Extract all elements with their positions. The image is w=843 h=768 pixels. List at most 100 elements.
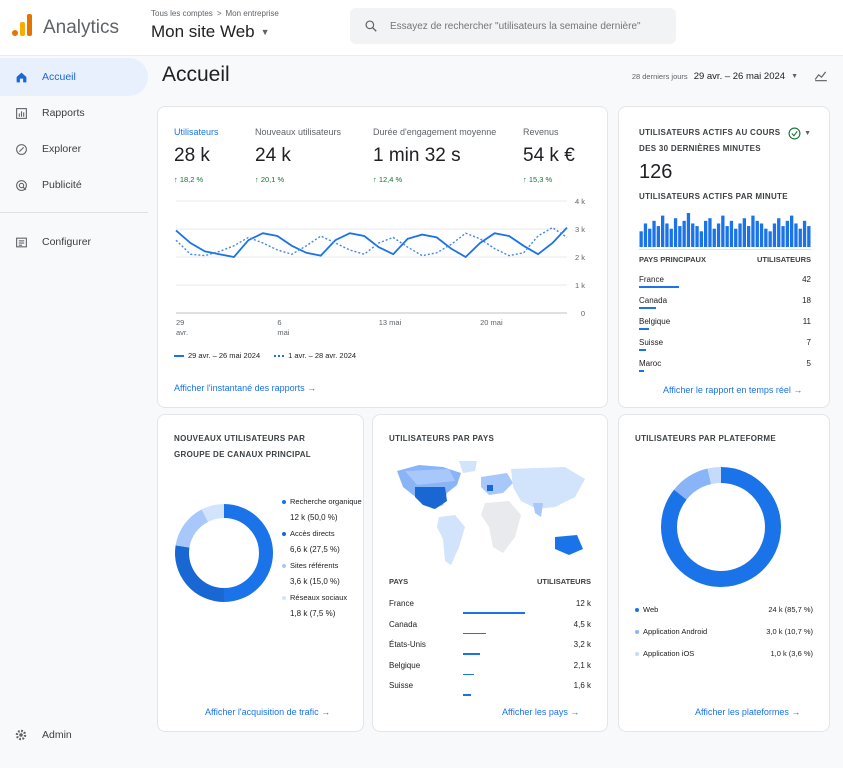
sidebar-item-rapports[interactable]: Rapports (0, 94, 148, 132)
legend-label: Application iOS (643, 649, 695, 658)
legend-value: 3,0 k (10,7 %) (766, 627, 813, 636)
country-value: 4,5 k (573, 619, 591, 629)
metric-value: 24 k (255, 145, 291, 166)
donut-slice[interactable] (223, 504, 273, 602)
metric-engagement[interactable]: Durée d'engagement moyenne 1 min 32 s ↑ … (373, 127, 496, 184)
minute-bar (669, 228, 673, 247)
sidebar-item-label: Accueil (42, 71, 76, 83)
metric-users[interactable]: Utilisateurs 28 k ↑ 18,2 % (174, 127, 219, 184)
channel-legend-item[interactable]: Accès directs (282, 529, 335, 538)
search-input[interactable] (390, 20, 660, 32)
series-line-previous (175, 226, 568, 257)
country-row[interactable]: France 12 k (389, 599, 591, 608)
donut-slice[interactable] (175, 545, 225, 602)
breadcrumb-account[interactable]: Mon entreprise (225, 9, 279, 18)
metric-label: Durée d'engagement moyenne (373, 127, 497, 137)
metric-revenue[interactable]: Revenus 54 k € ↑ 15,3 % (523, 127, 575, 184)
sidebar-item-label: Configurer (42, 236, 92, 248)
country-value: 2,1 k (573, 660, 591, 670)
minute-bar (781, 226, 785, 247)
minute-bar (678, 226, 682, 247)
sidebar-item-explorer[interactable]: Explorer (0, 130, 148, 168)
x-tick-label: 13 mai (379, 318, 402, 327)
donut-slice[interactable] (201, 504, 225, 522)
reports-snapshot-link[interactable]: Afficher l'instantané des rapports → (174, 383, 317, 393)
metric-label: Nouveaux utilisateurs (255, 127, 342, 137)
realtime-table-header: PAYS PRINCIPAUX UTILISATEURS (639, 255, 811, 264)
donut-slice[interactable] (661, 467, 781, 587)
minute-bar (759, 223, 764, 247)
sidebar-item-admin[interactable]: Admin (0, 716, 148, 754)
channel-legend-item[interactable]: Recherche organique (282, 497, 362, 506)
minute-bar (755, 220, 759, 247)
realtime-row-suisse[interactable]: Suisse 7 (639, 338, 811, 347)
realtime-title: UTILISATEURS ACTIFS AU COURS DES 30 DERN… (639, 125, 780, 157)
sidebar-item-configurer[interactable]: Configurer (0, 223, 148, 261)
legend-label: Recherche organique (290, 497, 362, 506)
platform-legend-item[interactable]: Application Android 3,0 k (10,7 %) (635, 627, 813, 636)
channels-card: NOUVEAUX UTILISATEURS PAR GROUPE DE CANA… (157, 414, 364, 732)
property-selector[interactable]: Mon site Web ▼ (151, 22, 270, 42)
x-tick-label: mai (277, 328, 289, 337)
realtime-row-belgique[interactable]: Belgique 11 (639, 317, 811, 326)
country-row[interactable]: Canada 4,5 k (389, 620, 591, 629)
platform-legend-item[interactable]: Application iOS 1,0 k (3,6 %) (635, 649, 813, 658)
donut-slice[interactable] (674, 468, 712, 500)
countries-link[interactable]: Afficher les pays → (502, 707, 580, 717)
realtime-row-france[interactable]: France 42 (639, 275, 811, 284)
minute-bar (772, 223, 777, 247)
minute-bar (777, 218, 781, 247)
breadcrumb-all-accounts[interactable]: Tous les comptes (151, 9, 213, 18)
metric-new-users[interactable]: Nouveaux utilisateurs 24 k ↑ 20,1 % (255, 127, 341, 184)
donut-slice[interactable] (175, 509, 209, 548)
traffic-acquisition-link[interactable]: Afficher l'acquisition de trafic → (205, 707, 331, 717)
platform-legend-item[interactable]: Web 24 k (85,7 %) (635, 605, 813, 614)
realtime-status[interactable]: ▼ (788, 127, 811, 140)
country-row[interactable]: États-Unis 3,2 k (389, 640, 591, 649)
y-tick-label: 1 k (575, 281, 585, 290)
country-row[interactable]: Belgique 2,1 k (389, 661, 591, 670)
series-line-current (175, 226, 568, 259)
overview-card: Utilisateurs 28 k ↑ 18,2 % Nouveaux util… (157, 106, 608, 408)
country-value: 11 (802, 317, 811, 326)
sidebar-item-publicite[interactable]: Publicité (0, 166, 148, 204)
realtime-report-link[interactable]: Afficher le rapport en temps réel → (663, 385, 803, 395)
realtime-row-maroc[interactable]: Maroc 5 (639, 359, 811, 368)
channel-legend-item[interactable]: Réseaux sociaux (282, 593, 347, 602)
search-icon (365, 20, 377, 32)
world-map[interactable] (389, 457, 595, 575)
breadcrumb[interactable]: Tous les comptes > Mon entreprise (151, 9, 279, 18)
legend-value: 6,6 k (27,5 %) (290, 545, 340, 554)
realtime-title-line: DES 30 DERNIÈRES MINUTES (639, 144, 761, 153)
country-row[interactable]: Suisse 1,6 k (389, 681, 591, 690)
minute-bar (807, 226, 811, 247)
page-title: Accueil (162, 63, 230, 86)
minute-bar (656, 226, 660, 247)
country-share-bar (639, 349, 646, 351)
map-south-america (437, 515, 465, 565)
legend-current: 29 avr. – 26 mai 2024 (174, 351, 260, 360)
country-share-bar (639, 307, 657, 309)
minute-bar (661, 215, 665, 247)
country-share-bar (463, 653, 480, 655)
realtime-row-canada[interactable]: Canada 18 (639, 296, 811, 305)
donut-slice[interactable] (707, 467, 722, 485)
explore-icon (14, 142, 28, 156)
date-range-selector[interactable]: 28 derniers jours 29 avr. – 26 mai 2024 … (632, 70, 828, 82)
search-bar[interactable] (350, 8, 676, 44)
minute-bar (648, 228, 652, 247)
platforms-link[interactable]: Afficher les plateformes → (695, 707, 801, 717)
minute-bar (734, 228, 738, 247)
insights-chart-icon[interactable] (814, 70, 828, 82)
sidebar-item-accueil[interactable]: Accueil (0, 58, 148, 96)
country-name: Belgique (389, 660, 421, 670)
column-header: PAYS (389, 577, 409, 586)
country-name: France (639, 275, 664, 284)
channel-legend-item[interactable]: Sites référents (282, 561, 338, 570)
analytics-logo-icon[interactable] (12, 14, 32, 36)
minute-bar (790, 215, 794, 247)
legend-dot (282, 500, 286, 505)
minute-bar (747, 226, 751, 247)
chevron-down-icon: ▼ (804, 130, 811, 137)
map-canada (405, 469, 455, 485)
